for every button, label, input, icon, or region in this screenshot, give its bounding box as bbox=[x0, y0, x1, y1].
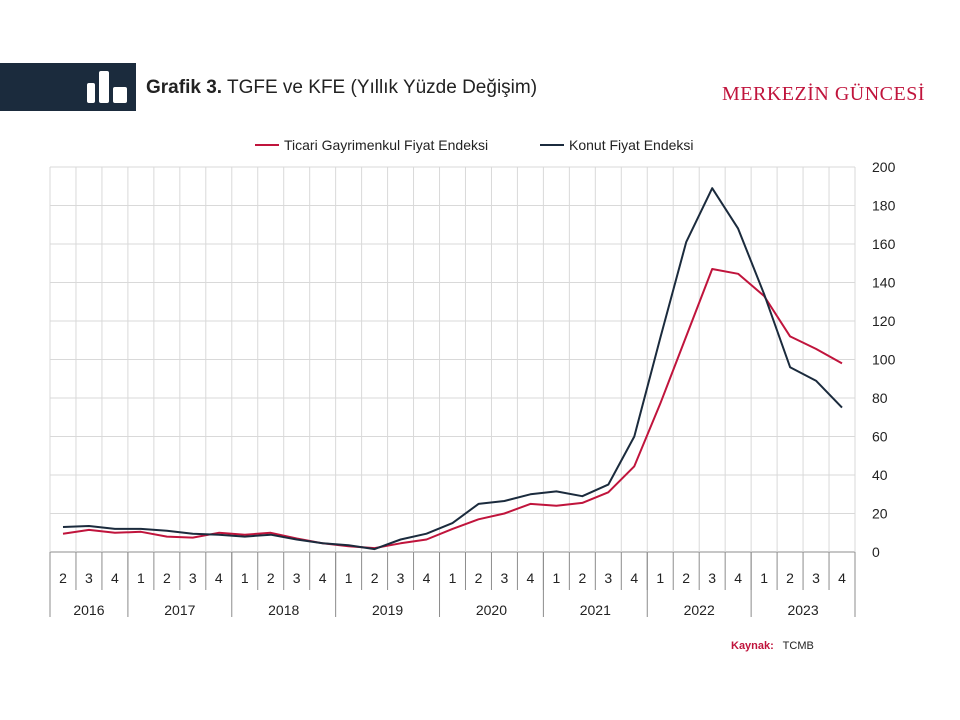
x-tick-label: 3 bbox=[501, 570, 509, 586]
x-tick-label: 1 bbox=[449, 570, 457, 586]
year-label: 2019 bbox=[372, 602, 403, 618]
x-tick-label: 2 bbox=[578, 570, 586, 586]
y-tick-label: 180 bbox=[872, 198, 896, 214]
x-tick-label: 1 bbox=[760, 570, 768, 586]
x-tick-label: 3 bbox=[85, 570, 93, 586]
x-tick-label: 1 bbox=[241, 570, 249, 586]
x-tick-label: 3 bbox=[397, 570, 405, 586]
x-tick-label: 3 bbox=[189, 570, 197, 586]
year-label: 2023 bbox=[787, 602, 818, 618]
year-label: 2018 bbox=[268, 602, 299, 618]
year-label: 2021 bbox=[580, 602, 611, 618]
y-tick-label: 60 bbox=[872, 429, 888, 445]
series-line-kfe bbox=[62, 187, 843, 551]
year-label: 2022 bbox=[684, 602, 715, 618]
chart-title: Grafik 3. TGFE ve KFE (Yıllık Yüzde Deği… bbox=[146, 77, 537, 99]
year-label: 2017 bbox=[164, 602, 195, 618]
x-tick-label: 3 bbox=[812, 570, 820, 586]
legend-label-kfe: Konut Fiyat Endeksi bbox=[569, 137, 694, 153]
y-tick-label: 120 bbox=[872, 313, 896, 329]
chart-title-number: Grafik 3. bbox=[146, 77, 223, 98]
x-tick-label: 3 bbox=[708, 570, 716, 586]
series-line-tgfe bbox=[62, 268, 843, 550]
x-tick-label: 2 bbox=[371, 570, 379, 586]
x-tick-label: 2 bbox=[59, 570, 67, 586]
x-tick-label: 3 bbox=[293, 570, 301, 586]
y-tick-label: 0 bbox=[872, 544, 880, 560]
x-tick-label: 4 bbox=[423, 570, 431, 586]
x-tick-label: 2 bbox=[267, 570, 275, 586]
x-tick-label: 3 bbox=[604, 570, 612, 586]
y-tick-label: 140 bbox=[872, 275, 896, 291]
header-band bbox=[0, 63, 136, 111]
chart-title-text: TGFE ve KFE (Yıllık Yüzde Değişim) bbox=[226, 77, 538, 98]
x-tick-label: 4 bbox=[630, 570, 638, 586]
x-tick-label: 1 bbox=[656, 570, 664, 586]
source-note: Kaynak: TCMB bbox=[731, 640, 814, 652]
source-value: TCMB bbox=[782, 640, 814, 652]
x-tick-label: 4 bbox=[111, 570, 119, 586]
x-tick-label: 2 bbox=[682, 570, 690, 586]
y-tick-label: 200 bbox=[872, 159, 896, 175]
y-tick-label: 160 bbox=[872, 236, 896, 252]
x-tick-label: 2 bbox=[475, 570, 483, 586]
x-tick-label: 4 bbox=[734, 570, 742, 586]
x-tick-label: 4 bbox=[319, 570, 327, 586]
legend-label-tgfe: Ticari Gayrimenkul Fiyat Endeksi bbox=[284, 137, 488, 153]
y-tick-label: 20 bbox=[872, 506, 888, 522]
year-label: 2016 bbox=[73, 602, 104, 618]
x-tick-label: 4 bbox=[215, 570, 223, 586]
x-tick-label: 2 bbox=[163, 570, 171, 586]
x-tick-label: 1 bbox=[345, 570, 353, 586]
y-tick-label: 40 bbox=[872, 467, 888, 483]
source-label: Kaynak: bbox=[731, 640, 774, 652]
y-tick-label: 100 bbox=[872, 352, 896, 368]
x-tick-label: 1 bbox=[552, 570, 560, 586]
y-tick-label: 80 bbox=[872, 390, 888, 406]
x-tick-label: 2 bbox=[786, 570, 794, 586]
x-tick-label: 4 bbox=[527, 570, 535, 586]
x-tick-label: 1 bbox=[137, 570, 145, 586]
x-tick-label: 4 bbox=[838, 570, 846, 586]
brand-logo: MERKEZİN GÜNCESİ bbox=[722, 83, 925, 105]
year-label: 2020 bbox=[476, 602, 507, 618]
